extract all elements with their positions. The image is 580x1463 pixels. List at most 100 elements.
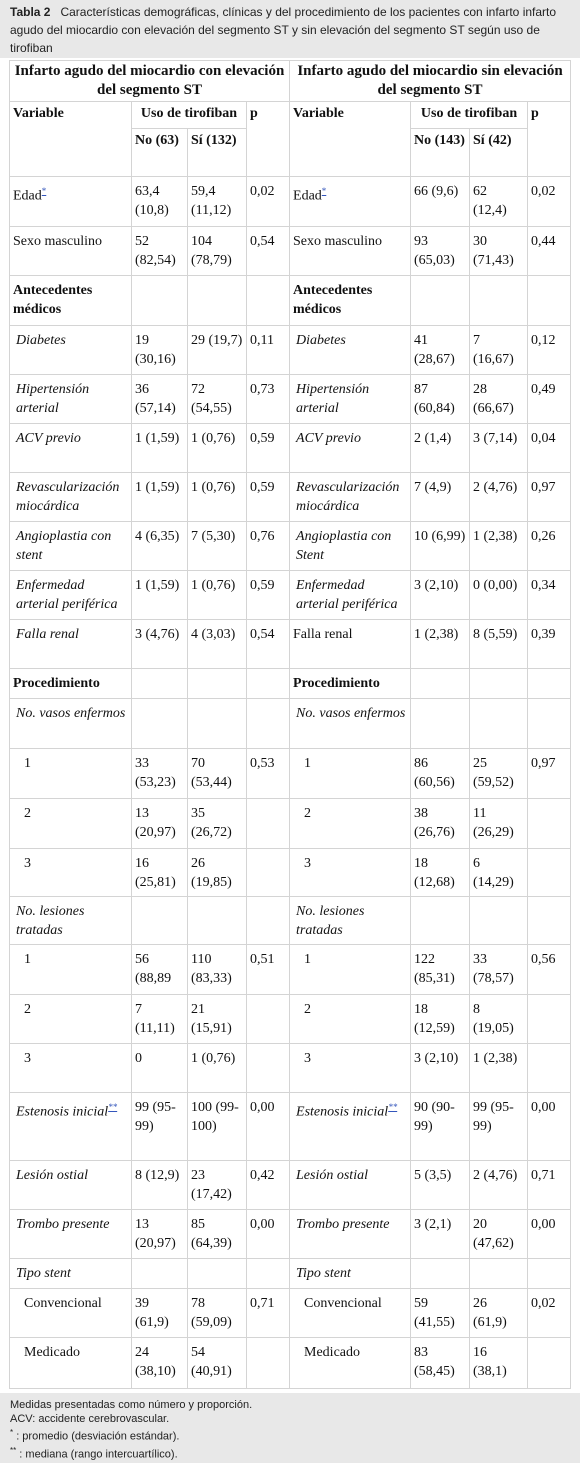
table-cell: Lesión ostial bbox=[9, 1160, 132, 1210]
table-cell: 0,39 bbox=[527, 619, 572, 669]
table-cell: 3 bbox=[9, 1043, 132, 1093]
footnote-text: : promedio (desviación estándar). bbox=[16, 1430, 180, 1443]
table-cell: 1 (0,76) bbox=[187, 472, 247, 522]
table-cell: 3 (2,1) bbox=[410, 1209, 471, 1259]
table-cell: 0,02 bbox=[245, 176, 291, 227]
table-cell: Tipo stent bbox=[289, 1258, 412, 1289]
table-cell: 0,02 bbox=[527, 1288, 572, 1338]
table-cell: 24 (38,10) bbox=[131, 1337, 188, 1389]
table-cell: No. lesiones tratadas bbox=[289, 896, 412, 945]
table-cell: 36 (57,14) bbox=[131, 374, 188, 424]
table-cell: 33 (78,57) bbox=[469, 944, 529, 995]
table-cell: Falla renal bbox=[289, 619, 412, 669]
table-cell: Lesión ostial bbox=[289, 1160, 412, 1210]
table-cell: 28 (66,67) bbox=[469, 374, 529, 424]
table-row: Medicado 24 (38,10) 54 (40,91) Medicado 83 (… bbox=[9, 1337, 572, 1389]
table-cell: 19 (30,16) bbox=[131, 325, 188, 375]
table-cell: 3 bbox=[289, 848, 412, 897]
table-row: Procedimiento Procedimiento bbox=[9, 668, 572, 699]
table-cell: 2 (4,76) bbox=[469, 1160, 529, 1210]
table-cell: 0,26 bbox=[527, 521, 572, 571]
table-cell: Sexo masculino bbox=[289, 226, 412, 276]
header-cell: Uso de tirofiban bbox=[410, 101, 529, 129]
table-cell: 1 (1,59) bbox=[131, 423, 188, 473]
table-cell: 99 (95-99) bbox=[131, 1092, 188, 1161]
table-cell: 59 (41,55) bbox=[410, 1288, 471, 1338]
footnote-text: : mediana (rango intercuartílico). bbox=[19, 1448, 178, 1461]
table-cell bbox=[527, 798, 572, 849]
table-cell: 2 bbox=[9, 798, 132, 849]
table-cell bbox=[187, 1258, 247, 1289]
table-cell: 72 (54,55) bbox=[187, 374, 247, 424]
table-cell: 3 (2,10) bbox=[410, 1043, 471, 1093]
table-cell: 52 (82,54) bbox=[131, 226, 188, 276]
header-cell: Variable bbox=[289, 101, 412, 177]
footnote-text: Medidas presentadas como número y propor… bbox=[10, 1399, 253, 1411]
table-cell: Diabetes bbox=[289, 325, 412, 375]
table-row: Falla renal 3 (4,76) 4 (3,03) 0,54 Falla ren… bbox=[9, 619, 572, 669]
header-row: No (63) Sí (132) No (143) Sí (42) bbox=[10, 128, 571, 177]
table-row: Edad* 63,4 (10,8) 59,4 (11,12) 0,02 Edad* 66 … bbox=[9, 176, 572, 227]
table-cell: 56 (88,89 bbox=[131, 944, 188, 995]
table-cell: 0,76 bbox=[245, 521, 291, 571]
cell-text: Estenosis inicial bbox=[16, 1104, 109, 1120]
table: Infarto agudo del miocardio con elevació… bbox=[8, 60, 572, 1389]
table-row: 1 33 (53,23) 70 (53,44) 0,53 1 86 (60,56) 25 (… bbox=[9, 748, 572, 799]
header-row: Infarto agudo del miocardio con elevació… bbox=[8, 60, 572, 102]
table-cell: Medicado bbox=[289, 1337, 412, 1389]
cell-text: Edad bbox=[13, 188, 42, 204]
table-cell: Diabetes bbox=[9, 325, 132, 375]
table-cell bbox=[527, 698, 572, 749]
table-cell: 20 (47,62) bbox=[469, 1209, 529, 1259]
table-cell bbox=[527, 896, 572, 945]
table-row: Sexo masculino 52 (82,54) 104 (78,79) 0,54 S… bbox=[9, 226, 572, 276]
table-cell: 0,42 bbox=[245, 1160, 291, 1210]
table-cell bbox=[245, 668, 291, 699]
table-cell bbox=[469, 896, 529, 945]
table-cell bbox=[187, 275, 247, 326]
table-cell: 83 (58,45) bbox=[410, 1337, 471, 1389]
table-cell bbox=[527, 1337, 572, 1389]
table-cell: 104 (78,79) bbox=[187, 226, 247, 276]
table-cell: Edad* bbox=[289, 176, 412, 227]
table-cell: 8 (5,59) bbox=[469, 619, 529, 669]
table-cell bbox=[131, 896, 188, 945]
table-cell: Convencional bbox=[9, 1288, 132, 1338]
table-cell: 0,59 bbox=[245, 472, 291, 522]
table-cell: 0,34 bbox=[527, 570, 572, 620]
note-mark: * bbox=[41, 186, 47, 196]
table-row: Antecedentes médicos Antecedentes médicos bbox=[9, 275, 572, 326]
table-cell: 0,56 bbox=[527, 944, 572, 995]
table-cell: Trombo presente bbox=[289, 1209, 412, 1259]
table-cell: 0,73 bbox=[245, 374, 291, 424]
table-cell: Convencional bbox=[289, 1288, 412, 1338]
table-cell: 0,59 bbox=[245, 423, 291, 473]
footnote: ** : mediana (rango intercuartílico). bbox=[10, 1444, 570, 1462]
table-cell: 0,54 bbox=[245, 619, 291, 669]
table-cell: 4 (3,03) bbox=[187, 619, 247, 669]
table-row: Lesión ostial 8 (12,9) 23 (17,42) 0,42 Lesió… bbox=[9, 1160, 572, 1210]
table-row: 1 56 (88,89 110 (83,33) 0,51 1 122 (85,31) 33 … bbox=[9, 944, 572, 995]
note-mark: * bbox=[321, 186, 327, 196]
table-cell: 6 (14,29) bbox=[469, 848, 529, 897]
table-cell: 2 bbox=[9, 994, 132, 1044]
table-cell bbox=[527, 994, 572, 1044]
table-cell: 1 (0,76) bbox=[187, 1043, 247, 1093]
table-cell: 0,71 bbox=[527, 1160, 572, 1210]
table-cell: 0,59 bbox=[245, 570, 291, 620]
caption-text: Características demográficas, clínicas y… bbox=[10, 5, 557, 55]
group-header: Infarto agudo del miocardio sin elevació… bbox=[289, 60, 572, 102]
table-cell: 3 bbox=[289, 1043, 412, 1093]
table-row: Revascularización miocárdica 1 (1,59) 1 (0… bbox=[9, 472, 572, 522]
table-cell bbox=[187, 896, 247, 945]
footnotes: Medidas presentadas como número y propor… bbox=[0, 1393, 580, 1463]
table-cell: Revascularización miocárdica bbox=[9, 472, 132, 522]
table-cell: 0,00 bbox=[527, 1092, 572, 1161]
table-cell: Hipertensión arterial bbox=[289, 374, 412, 424]
table-cell: Revascularización miocárdica bbox=[289, 472, 412, 522]
table-cell: 0,11 bbox=[245, 325, 291, 375]
note-mark: ** bbox=[108, 1102, 118, 1112]
table-cell: 3 bbox=[9, 848, 132, 897]
table-cell bbox=[245, 1258, 291, 1289]
header-cell: p bbox=[527, 101, 572, 177]
